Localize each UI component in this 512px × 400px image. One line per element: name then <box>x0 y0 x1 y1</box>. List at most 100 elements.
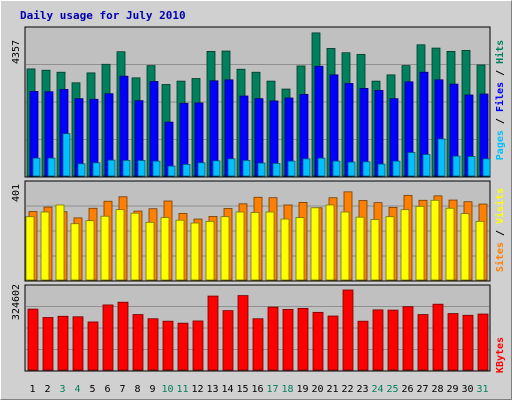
x-tick-label: 1 <box>29 384 35 395</box>
pages-bar-day-10 <box>167 165 176 177</box>
kbytes-bar-day-24 <box>372 309 384 371</box>
kbytes-bar-day-16 <box>252 318 264 371</box>
x-tick-label: 24 <box>371 384 383 395</box>
x-tick-label: 6 <box>104 384 110 395</box>
top-max-label: 4357 <box>11 40 22 64</box>
x-tick-label: 18 <box>281 384 293 395</box>
chart-title: Daily usage for July 2010 <box>20 9 186 22</box>
x-tick-label: 27 <box>416 384 428 395</box>
bottom-max-label: 324602 <box>11 284 22 320</box>
visits-bar-day-16 <box>250 212 260 281</box>
pages-bar-day-1 <box>32 157 41 177</box>
kbytes-bar-day-2 <box>42 317 54 371</box>
pages-bar-day-28 <box>437 138 446 177</box>
kbytes-bar-day-21 <box>327 315 339 371</box>
visits-bar-day-22 <box>340 211 350 281</box>
visits-bar-day-20 <box>310 207 320 281</box>
x-tick-label: 13 <box>206 384 218 395</box>
x-tick-label: 5 <box>89 384 95 395</box>
kbytes-bar-day-28 <box>432 303 444 371</box>
visits-bar-day-12 <box>190 222 200 281</box>
pages-bar-day-23 <box>362 161 371 177</box>
visits-bar-day-10 <box>160 217 170 281</box>
x-tick-label: 10 <box>161 384 173 395</box>
visits-bar-day-9 <box>145 221 155 281</box>
pages-bar-day-6 <box>107 159 116 177</box>
legend-sites: Sites <box>494 242 506 272</box>
legend-top: Pages / Files / Hits <box>494 40 506 160</box>
kbytes-bar-day-26 <box>402 306 414 371</box>
legend-middle: Sites / Visits <box>494 188 506 272</box>
x-tick-label: 28 <box>431 384 443 395</box>
x-tick-label: 17 <box>266 384 278 395</box>
pages-bar-day-22 <box>347 161 356 177</box>
pages-bar-day-21 <box>332 160 341 177</box>
visits-bar-day-2 <box>40 211 50 281</box>
pages-bar-day-8 <box>137 160 146 177</box>
pages-bar-day-20 <box>317 157 326 177</box>
x-tick-label: 14 <box>221 384 233 395</box>
pages-bar-day-17 <box>272 163 281 177</box>
x-tick-label: 2 <box>44 384 50 395</box>
legend-kbytes: KBytes <box>495 337 506 373</box>
x-tick-label: 20 <box>311 384 323 395</box>
visits-bar-day-1 <box>25 216 35 281</box>
kbytes-bar-day-22 <box>342 289 354 371</box>
visits-bar-day-8 <box>130 212 140 281</box>
pages-bar-day-24 <box>377 163 386 177</box>
x-tick-label: 19 <box>296 384 308 395</box>
x-axis-day-labels: 1 2 3 4 5 6 7 8 9 10 11 12 13 14 15 16 17 18 19 20 21 22 23 24 2… <box>29 384 488 395</box>
kbytes-bar-day-12 <box>192 320 204 371</box>
pages-bar-day-2 <box>47 157 56 177</box>
kbytes-bar-day-8 <box>132 314 144 371</box>
middle-max-label: 401 <box>11 184 22 202</box>
x-tick-label: 8 <box>134 384 140 395</box>
x-tick-label: 15 <box>236 384 248 395</box>
x-tick-label: 22 <box>341 384 353 395</box>
pages-bar-day-15 <box>242 160 251 177</box>
panel-hits-files-pages <box>24 26 491 178</box>
visits-bar-day-17 <box>265 211 275 281</box>
kbytes-bar-day-23 <box>357 320 369 371</box>
panel-visits-sites <box>24 180 491 282</box>
kbytes-bar-day-31 <box>477 313 489 371</box>
kbytes-bar-day-10 <box>162 320 174 371</box>
x-tick-label: 25 <box>386 384 398 395</box>
panel-kbytes <box>24 284 491 372</box>
x-tick-label: 30 <box>461 384 473 395</box>
pages-bar-day-3 <box>62 133 71 177</box>
kbytes-bar-day-15 <box>237 295 249 371</box>
visits-bar-day-19 <box>295 217 305 281</box>
pages-bar-day-18 <box>287 160 296 177</box>
kbytes-bar-day-30 <box>462 314 474 371</box>
visits-bar-day-26 <box>400 209 410 281</box>
x-tick-label: 9 <box>149 384 155 395</box>
legend-visits: Visits <box>494 188 506 224</box>
kbytes-bar-day-25 <box>387 309 399 371</box>
visits-bar-day-14 <box>220 216 230 281</box>
visits-bar-day-4 <box>70 223 80 281</box>
kbytes-bar-day-14 <box>222 310 234 371</box>
pages-bar-day-11 <box>182 164 191 177</box>
x-tick-label: 21 <box>326 384 338 395</box>
kbytes-bar-day-7 <box>117 301 129 371</box>
visits-bar-day-27 <box>415 205 425 281</box>
kbytes-bar-day-19 <box>297 307 309 371</box>
kbytes-bar-day-9 <box>147 318 159 371</box>
x-tick-label: 12 <box>191 384 203 395</box>
visits-bar-day-7 <box>115 209 125 281</box>
legend-bottom: KBytes <box>495 337 506 373</box>
kbytes-bar-day-29 <box>447 313 459 371</box>
visits-bar-day-30 <box>460 213 470 281</box>
pages-bar-day-5 <box>92 162 101 177</box>
x-tick-label: 26 <box>401 384 413 395</box>
pages-bar-day-9 <box>152 160 161 177</box>
visits-bar-day-5 <box>85 220 95 281</box>
pages-bar-day-30 <box>467 156 476 177</box>
x-tick-label: 16 <box>251 384 263 395</box>
kbytes-bar-day-18 <box>282 308 294 371</box>
visits-bar-day-6 <box>100 215 110 281</box>
visits-bar-day-3 <box>55 204 65 281</box>
kbytes-bar-day-1 <box>27 308 39 371</box>
